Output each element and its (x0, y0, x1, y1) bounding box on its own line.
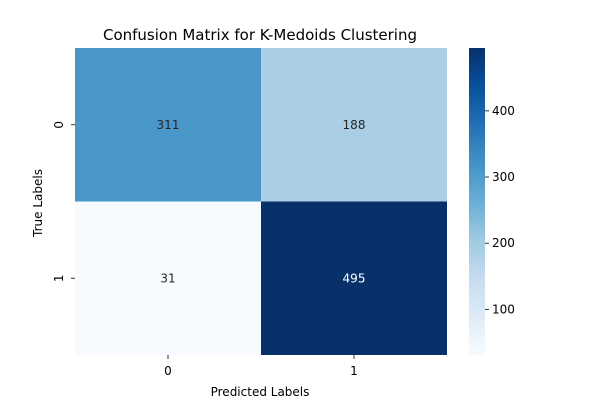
y-axis-label: True Labels (31, 169, 45, 238)
heatmap-cell (75, 201, 261, 355)
heatmap-cell-labels: 311 188 31 495 (157, 118, 366, 286)
colorbar-tick-label: 200 (492, 236, 515, 250)
colorbar (469, 48, 485, 355)
cell-value-label: 311 (157, 118, 180, 132)
colorbar-ticks: 100 200 300 400 (485, 104, 515, 316)
heatmap-cells (75, 48, 447, 355)
heatmap-cell (261, 48, 447, 202)
y-axis-ticks: 01 (52, 121, 75, 282)
heatmap-cell (75, 48, 261, 202)
y-tick-label: 1 (52, 274, 66, 282)
cell-value-label: 495 (343, 271, 366, 285)
x-tick-label: 0 (164, 364, 172, 378)
chart-title: Confusion Matrix for K-Medoids Clusterin… (103, 26, 417, 44)
x-tick-label: 1 (350, 364, 358, 378)
cell-value-label: 188 (343, 118, 366, 132)
colorbar-tick-label: 100 (492, 302, 515, 316)
x-axis-label: Predicted Labels (211, 385, 310, 399)
colorbar-tick-label: 300 (492, 170, 515, 184)
heatmap-cell (261, 201, 447, 355)
y-tick-label: 0 (52, 121, 66, 129)
cell-value-label: 31 (160, 271, 175, 285)
colorbar-tick-label: 400 (492, 104, 515, 118)
